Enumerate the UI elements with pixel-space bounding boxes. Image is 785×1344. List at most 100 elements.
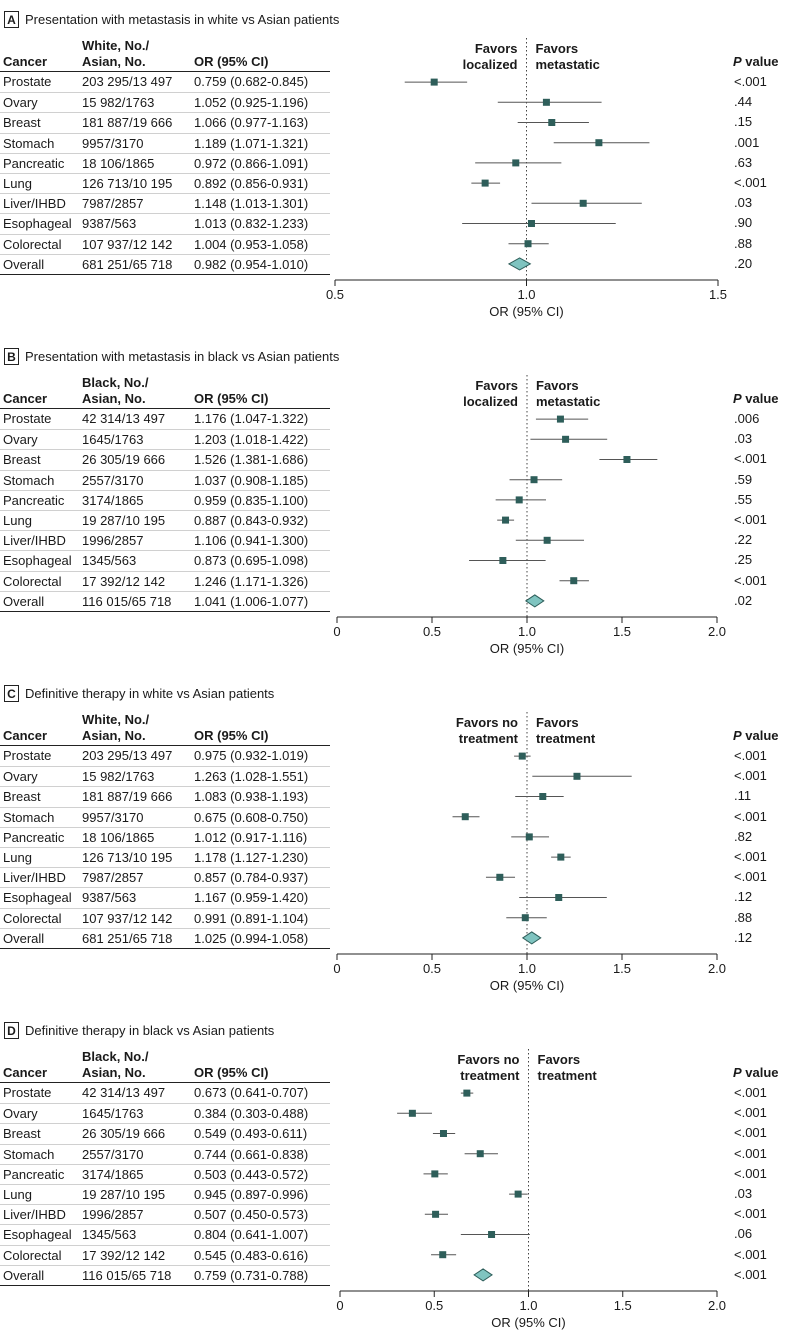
p-value: <.001 (734, 768, 767, 784)
panel-d: D Definitive therapy in black vs Asian pa… (0, 1019, 785, 1344)
cancer-name: Ovary (3, 95, 38, 111)
table-row: Colorectal 107 937/12 142 0.991 (0.891-1.1… (0, 907, 330, 929)
x-tick-label: 0 (336, 1298, 343, 1313)
cancer-name: Overall (3, 1267, 45, 1283)
table-row: Pancreatic 18 106/1865 0.972 (0.866-1.091) (0, 152, 330, 174)
cancer-name: Overall (3, 256, 45, 272)
odds-ratio-ci: 0.759 (0.682-0.845) (194, 74, 309, 89)
cancer-name: Prostate (3, 411, 52, 426)
overall-diamond (521, 931, 542, 945)
cancer-name: Lung (3, 1187, 32, 1202)
p-value: .001 (734, 134, 760, 150)
overall-row: Overall 116 015/65 718 0.759 (0.731-0.788) (0, 1264, 330, 1286)
p-value: .88 (734, 909, 753, 925)
table-row: Lung 126 713/10 195 0.892 (0.856-0.931) (0, 173, 330, 194)
point-estimate-marker (488, 1231, 496, 1238)
patient-counts: 7987/2857 (82, 196, 144, 212)
point-estimate-marker (557, 853, 565, 861)
table-row: Esophageal 1345/563 0.873 (0.695-1.098) (0, 550, 330, 571)
point-estimate-marker (548, 119, 556, 126)
p-value-word: value (741, 1065, 779, 1080)
odds-ratio-ci: 0.549 (0.493-0.611) (194, 1126, 308, 1142)
col-header-cancer: Cancer (3, 391, 48, 406)
bottom-rule (0, 274, 330, 275)
odds-ratio-ci: 0.991 (0.891-1.104) (194, 910, 309, 926)
panel-title: C Definitive therapy in white vs Asian pa… (4, 682, 274, 704)
odds-ratio-ci: 0.959 (0.835-1.100) (194, 492, 309, 508)
x-tick-label: 0 (333, 961, 340, 976)
p-italic: P (733, 54, 742, 69)
patient-counts: 17 392/12 142 (82, 1247, 166, 1263)
table-row: Liver/IHBD 7987/2857 0.857 (0.784-0.937) (0, 867, 330, 888)
cancer-name: Esophageal (3, 890, 72, 906)
patient-counts: 107 937/12 142 (82, 236, 173, 252)
col-header-counts-line2: Asian, No. (82, 1065, 146, 1080)
cancer-name: Liver/IHBD (3, 870, 66, 886)
x-axis-label: OR (95% CI) (489, 978, 565, 993)
panel-letter: A (4, 10, 19, 28)
point-estimate-marker (539, 793, 547, 800)
x-tick-label: 0.5 (423, 624, 441, 639)
table-row: Liver/IHBD 1996/2857 0.507 (0.450-0.573) (0, 1204, 330, 1225)
p-value: .63 (734, 154, 753, 170)
patient-counts: 9387/563 (82, 216, 137, 232)
patient-counts: 2557/3170 (82, 472, 144, 488)
favor-left-label-line2: treatment (460, 1068, 520, 1083)
table-row: Colorectal 17 392/12 142 0.545 (0.483-0.61… (0, 1244, 330, 1266)
table-row: Esophageal 9387/563 1.013 (0.832-1.233) (0, 213, 330, 234)
p-value-word: value (741, 728, 779, 743)
point-estimate-marker (514, 1190, 522, 1198)
patient-counts: 26 305/19 666 (82, 452, 166, 468)
p-value: <.001 (734, 849, 767, 864)
table-row: Stomach 2557/3170 0.744 (0.661-0.838) (0, 1143, 330, 1165)
p-value: .12 (734, 929, 753, 945)
x-axis-label: OR (95% CI) (491, 1315, 566, 1330)
patient-counts: 126 713/10 195 (82, 850, 173, 865)
p-value: <.001 (734, 1125, 767, 1141)
favor-left-label-line2: localized (462, 57, 518, 72)
point-estimate-marker (518, 752, 526, 760)
x-tick-label: 2.0 (708, 961, 726, 976)
point-estimate-marker (542, 98, 550, 106)
panel-title: A Presentation with metastasis in white v… (4, 8, 339, 30)
cancer-name: Stomach (3, 1146, 55, 1162)
p-value: <.001 (734, 451, 767, 467)
cancer-name: Overall (3, 593, 45, 609)
favor-right-label-line2: metastatic (535, 57, 600, 72)
panel-letter: D (4, 1021, 19, 1039)
col-header-or: OR (95% CI) (194, 391, 269, 406)
panel-title-text: Presentation with metastasis in black vs… (25, 348, 340, 364)
p-italic: P (733, 728, 742, 743)
point-estimate-marker (555, 894, 563, 901)
point-estimate-marker (496, 873, 504, 881)
col-header-cancer: Cancer (3, 728, 48, 743)
header-rule (0, 1082, 330, 1083)
p-value: .82 (734, 828, 753, 844)
cancer-name: Prostate (3, 74, 52, 89)
odds-ratio-ci: 0.673 (0.641-0.707) (194, 1085, 309, 1100)
p-value: .11 (734, 788, 752, 804)
col-header-p-value: P value (733, 54, 779, 70)
x-tick-label: 0.5 (425, 1298, 443, 1313)
patient-counts: 181 887/19 666 (82, 789, 173, 805)
col-header-p-value: P value (733, 728, 779, 744)
patient-counts: 42 314/13 497 (82, 411, 166, 426)
odds-ratio-ci: 1.066 (0.977-1.163) (194, 115, 309, 131)
panel-letter: C (4, 684, 19, 702)
patient-counts: 1345/563 (82, 1227, 137, 1243)
patient-counts: 3174/1865 (82, 492, 144, 508)
p-value: .20 (734, 255, 753, 271)
odds-ratio-ci: 0.503 (0.443-0.572) (194, 1166, 309, 1182)
table-row: Prostate 42 314/13 497 0.673 (0.641-0.707) (0, 1083, 330, 1103)
patient-counts: 15 982/1763 (82, 769, 155, 785)
table-row: Lung 19 287/10 195 0.945 (0.897-0.996) (0, 1184, 330, 1205)
col-header-cancer: Cancer (3, 54, 48, 69)
odds-ratio-ci: 0.887 (0.843-0.932) (194, 513, 309, 528)
col-header-or: OR (95% CI) (194, 728, 269, 743)
favor-left-label-line1: Favors no (455, 715, 518, 730)
point-estimate-marker (463, 1089, 471, 1097)
panel-title: D Definitive therapy in black vs Asian pa… (4, 1019, 274, 1041)
p-value: <.001 (734, 175, 767, 190)
bottom-rule (0, 948, 330, 949)
point-estimate-marker (502, 516, 510, 524)
